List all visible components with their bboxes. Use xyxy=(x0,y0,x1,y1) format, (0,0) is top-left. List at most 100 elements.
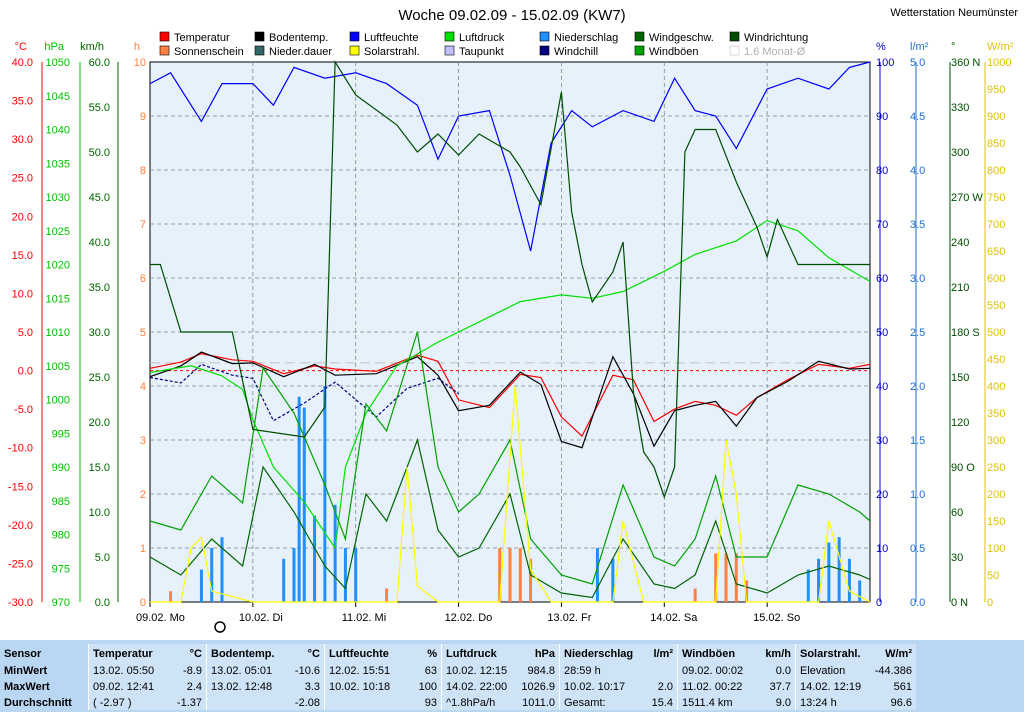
legend: Temperatur Bodentemp. Luftfeuchte Luftdruck… xyxy=(159,31,808,58)
bar-sonnenschein xyxy=(508,548,512,602)
stats-col-bodentemp: Bodentemp. °C 13.02. 05:01 -10.6 13.02. 12:4… xyxy=(206,644,324,710)
axis-tick-solar: 500 xyxy=(987,327,1005,339)
axis-tick-sunshine: 4 xyxy=(140,381,146,393)
axis-tick-pressure: 1000 xyxy=(46,395,70,407)
axis-tick-pressure: 975 xyxy=(52,563,70,575)
stats-col-header: Solarstrahl. W/m² xyxy=(800,648,912,660)
axis-tick-direction: 210 xyxy=(951,282,969,294)
axis-tick-solar: 1000 xyxy=(987,57,1011,69)
axis-tick-wind: 5.0 xyxy=(95,552,110,564)
statistics-table: Sensor MinWert MaxWert Durchschnitt Temp… xyxy=(0,640,1024,712)
axis-tick-pressure: 1010 xyxy=(46,327,70,339)
axis-tick-direction: 0 N xyxy=(951,597,968,609)
bar-sonnenschein xyxy=(724,553,728,602)
legend-swatch xyxy=(729,31,740,42)
axis-tick-solar: 650 xyxy=(987,246,1005,258)
axis-tick-direction: 150 xyxy=(951,372,969,384)
axis-tick-sunshine: 3 xyxy=(140,435,146,447)
axis-tick-solar: 150 xyxy=(987,516,1005,528)
axis-tick-pressure: 970 xyxy=(52,597,70,609)
axis-tick-temperature: -30.0 xyxy=(8,597,33,609)
axis-tick-sunshine: 10 xyxy=(134,57,146,69)
axis-tick-temperature: -20.0 xyxy=(8,520,33,532)
x-tick-label: 14.02. Sa xyxy=(650,612,698,624)
axis-tick-sunshine: 7 xyxy=(140,219,146,231)
axis-tick-rain: 0.5 xyxy=(910,543,925,555)
bar-niederschlag xyxy=(354,548,358,602)
stats-cell: 13:24 h 96.6 xyxy=(800,697,912,709)
series-bodentemp xyxy=(149,351,871,449)
legend-label: Windrichtung xyxy=(744,32,808,44)
axis-tick-humidity: 0 xyxy=(876,597,882,609)
legend-label: Windböen xyxy=(649,46,699,58)
axis-tick-solar: 0 xyxy=(987,597,993,609)
stats-cell: 10.02. 12:15 984.8 xyxy=(446,665,555,677)
stats-col-header: Luftfeuchte% xyxy=(329,648,437,660)
axis-tick-direction: 330 xyxy=(951,102,969,114)
legend-swatch xyxy=(159,31,170,42)
stats-cell: ^1.8hPa/h 1011.0 xyxy=(446,697,555,709)
stats-cell: 09.02. 00:02 0.0 xyxy=(682,665,791,677)
axis-unit-sunshine: h xyxy=(134,41,140,53)
axis-tick-rain: 0.0 xyxy=(910,597,925,609)
stats-cell: 14.02. 12:19 561 xyxy=(800,681,912,693)
legend-swatch xyxy=(729,45,740,56)
axis-tick-temperature: -10.0 xyxy=(8,443,33,455)
axis-tick-solar: 400 xyxy=(987,381,1005,393)
series-windgeschw xyxy=(149,437,871,599)
axis-tick-sunshine: 5 xyxy=(140,327,146,339)
legend-swatch xyxy=(634,31,645,42)
axis-unit-direction: ° xyxy=(951,41,955,53)
axis-tick-sunshine: 0 xyxy=(140,597,146,609)
bar-niederschlag xyxy=(611,558,615,602)
axis-tick-wind: 60.0 xyxy=(89,57,110,69)
stats-cell: 28:59 h xyxy=(564,665,601,677)
bar-niederschlag xyxy=(210,548,214,602)
axis-tick-rain: 4.0 xyxy=(910,165,925,177)
axis-tick-wind: 25.0 xyxy=(89,372,110,384)
chart-title: Woche 09.02.09 - 15.02.09 (KW7) xyxy=(398,7,625,24)
stats-cell: 09.02. 12:41 2.4 xyxy=(93,681,202,693)
stats-cell: Gesamt: 15.4 xyxy=(564,697,673,709)
moon-phase-icon xyxy=(214,621,226,633)
axis-tick-temperature: 5.0 xyxy=(18,327,33,339)
bar-niederschlag xyxy=(858,580,862,602)
legend-swatch xyxy=(444,45,455,56)
station-name: Wetterstation Neumünster xyxy=(890,7,1018,19)
axis-tick-solar: 800 xyxy=(987,165,1005,177)
stats-cell: 93 xyxy=(424,697,437,709)
bar-niederschlag xyxy=(220,537,224,602)
legend-label: Nieder.dauer xyxy=(269,46,332,58)
stats-cell: 11.02. 00:22 37.7 xyxy=(682,681,791,693)
axis-tick-temperature: 0.0 xyxy=(18,366,33,378)
series-windchill xyxy=(149,363,459,422)
stats-col-header: Bodentemp. °C xyxy=(211,648,320,660)
axis-tick-wind: 40.0 xyxy=(89,237,110,249)
axis-tick-pressure: 1020 xyxy=(46,260,70,272)
stats-cell: -2.08 xyxy=(294,697,320,709)
axis-tick-solar: 750 xyxy=(987,192,1005,204)
stats-col-header: Temperatur °C xyxy=(93,648,202,660)
axis-tick-solar: 350 xyxy=(987,408,1005,420)
x-tick-label: 09.02. Mo xyxy=(136,612,185,624)
axis-tick-solar: 950 xyxy=(987,84,1005,96)
stats-cell: 1511.4 km 9.0 xyxy=(682,697,791,709)
axis-unit-temperature: °C xyxy=(15,41,27,53)
axis-unit-solar: W/m² xyxy=(987,41,1014,53)
axis-tick-solar: 100 xyxy=(987,543,1005,555)
axis-tick-temperature: 20.0 xyxy=(12,211,33,223)
bar-sonnenschein xyxy=(385,588,389,602)
axis-tick-pressure: 990 xyxy=(52,462,70,474)
bar-sonnenschein xyxy=(693,588,697,602)
legend-label: 1.6 Monat-Ø xyxy=(744,46,806,58)
axis-tick-solar: 250 xyxy=(987,462,1005,474)
series-windben xyxy=(149,331,871,585)
stats-label-avg: Durchschnitt xyxy=(4,697,72,709)
axis-tick-wind: 50.0 xyxy=(89,147,110,159)
axis-tick-rain: 1.5 xyxy=(910,435,925,447)
bar-niederschlag xyxy=(847,558,851,602)
series-windrichtung xyxy=(150,60,870,499)
axis-tick-direction: 30 xyxy=(951,552,963,564)
stats-cell: 12.02. 15:51 63 xyxy=(329,665,437,677)
x-tick-label: 12.02. Do xyxy=(445,612,493,624)
